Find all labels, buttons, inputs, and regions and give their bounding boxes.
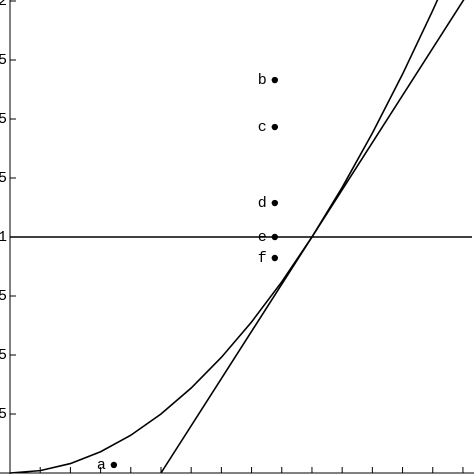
- y-tick-label: 1.75: [0, 52, 7, 69]
- y-tick-label: 1: [0, 229, 7, 246]
- y-tick-label: 2: [0, 0, 7, 10]
- point-label: c: [258, 119, 267, 136]
- point: [110, 461, 118, 469]
- y-tick-label: 0.75: [0, 288, 7, 305]
- point-label: a: [97, 457, 106, 474]
- point-label: f: [258, 250, 267, 267]
- point: [271, 233, 279, 241]
- point-label: e: [258, 229, 267, 246]
- y-tick-label: 0.5: [0, 347, 7, 364]
- point: [271, 254, 279, 262]
- y-tick-label: 1.25: [0, 170, 7, 187]
- point: [271, 199, 279, 207]
- point: [271, 123, 279, 131]
- point-label: b: [258, 72, 267, 89]
- y-tick-label: 0.25: [0, 406, 7, 423]
- point-label: d: [258, 195, 267, 212]
- curve: [160, 0, 465, 474]
- point: [271, 76, 279, 84]
- y-tick-label: 1.5: [0, 111, 7, 128]
- curve: [9, 0, 439, 474]
